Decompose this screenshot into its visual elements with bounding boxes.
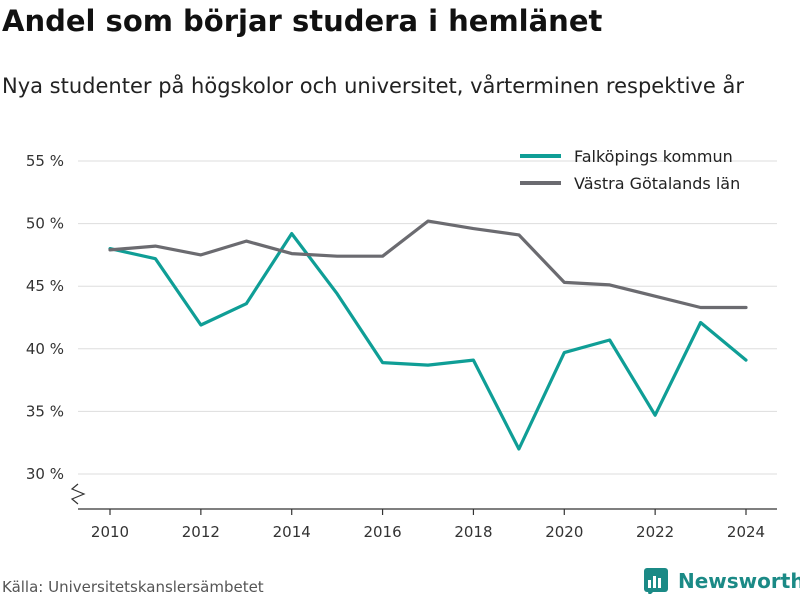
series-line-1 [108,219,748,310]
y-tick-label-50: 50 % [26,215,64,233]
brand-logo[interactable]: Newsworthy [644,568,800,594]
legend-label-0: Falköpings kommun [574,147,733,166]
x-tick-label-2014: 2014 [273,523,311,541]
y-axis-break-icon [70,483,86,505]
chart-subtitle: Nya studenter på högskolor och universit… [2,74,744,98]
y-tick-label-55: 55 % [26,152,64,170]
x-tick-label-2012: 2012 [182,523,220,541]
x-tick-label-2018: 2018 [454,523,492,541]
chart-title: Andel som börjar studera i hemlänet [2,4,603,38]
y-tick-label-45: 45 % [26,277,64,295]
y-tick-label-35: 35 % [26,402,64,420]
y-tick-label-30: 30 % [26,465,64,483]
x-tick-label-2022: 2022 [636,523,674,541]
x-tick-label-2024: 2024 [727,523,765,541]
series-line-0 [108,232,748,451]
x-tick-label-2010: 2010 [91,523,129,541]
x-tick-label-2020: 2020 [545,523,583,541]
legend-label-1: Västra Götalands län [574,174,740,193]
bar-chart-logo-icon [644,568,668,594]
x-tick-label-2016: 2016 [363,523,401,541]
source-note: Källa: Universitetskanslersämbetet [2,578,264,596]
y-tick-label-40: 40 % [26,340,64,358]
brand-name: Newsworthy [678,569,800,593]
